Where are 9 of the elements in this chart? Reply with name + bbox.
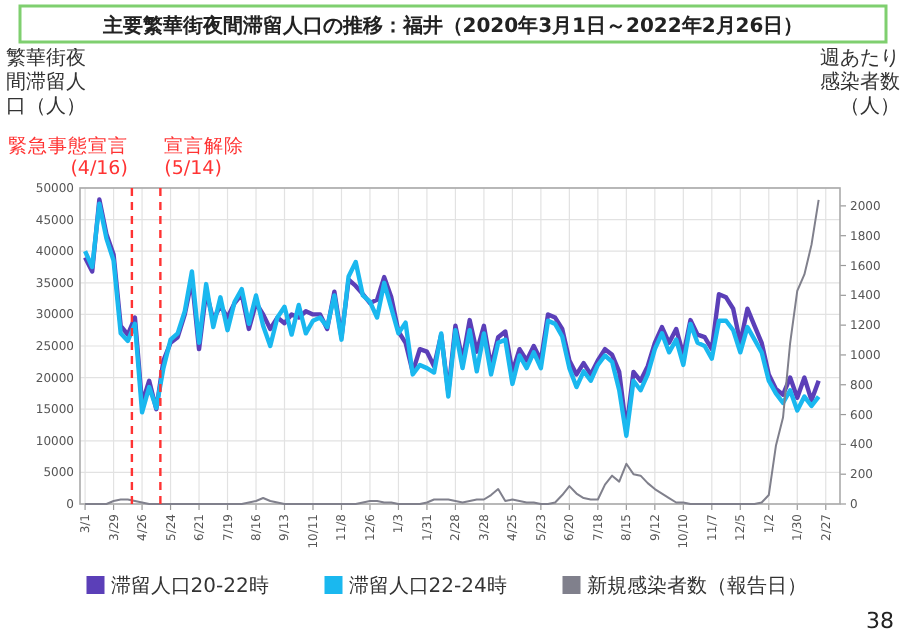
- chart-title: 主要繁華街夜間滞留人口の推移：福井（2020年3月1日～2022年2月26日）: [100, 14, 804, 38]
- line-series: [84, 198, 820, 505]
- ref-line-label: 緊急事態宣言 (4/16): [7, 134, 128, 180]
- legend-label: 滞留人口22-24時: [348, 574, 507, 598]
- legend-label: 新規感染者数（報告日）: [586, 574, 807, 598]
- ref-line-label: 宣言解除 (5/14): [164, 134, 245, 180]
- text: 38: [866, 608, 894, 634]
- y2-axis-title: 週あたり感染者数（人）: [818, 48, 900, 120]
- legend-label: 滞留人口20-22時: [110, 574, 269, 598]
